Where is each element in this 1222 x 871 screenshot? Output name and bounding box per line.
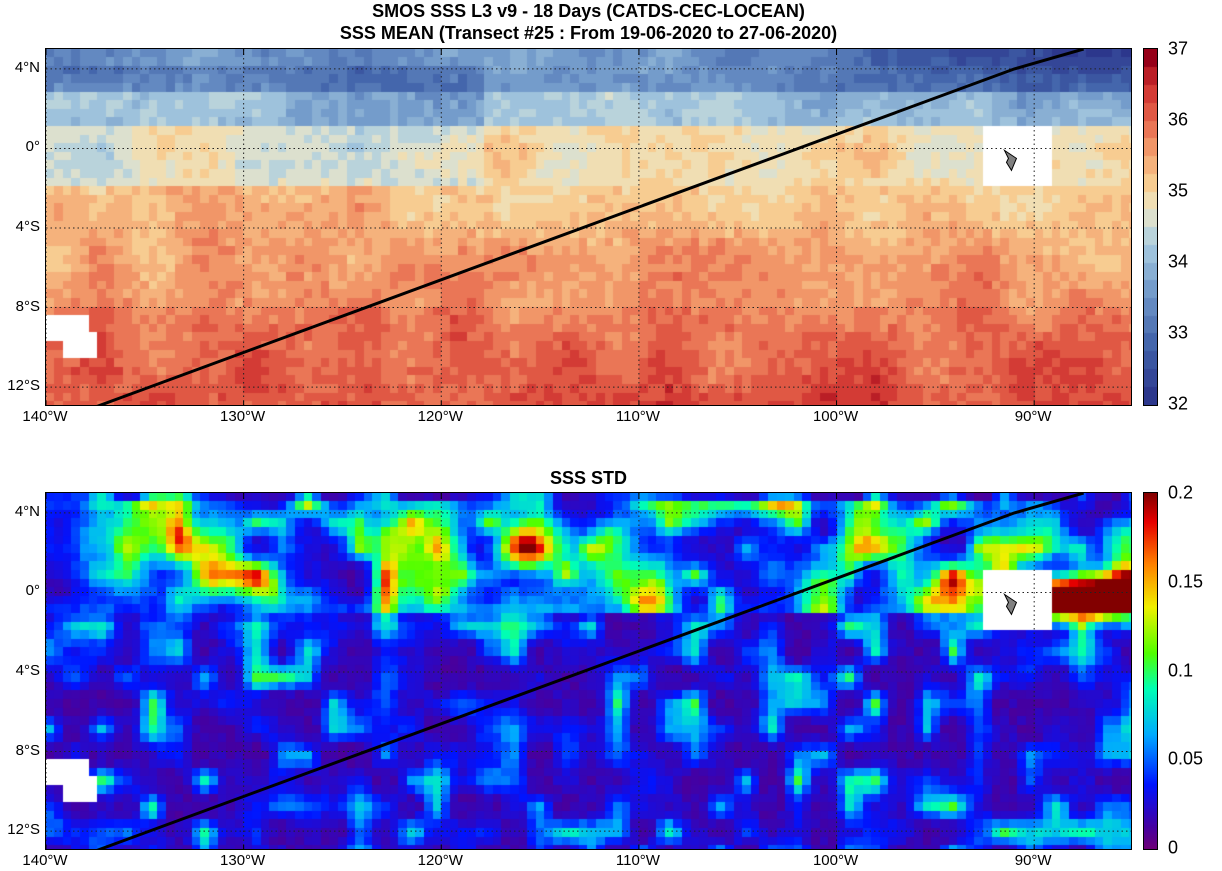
mean-lat-label-1: 0° bbox=[25, 138, 40, 156]
mean-island-0 bbox=[1003, 148, 1018, 172]
mean-lat-label-4: 12°S bbox=[7, 377, 40, 395]
mean-lon-label-3: 110°W bbox=[615, 408, 660, 425]
mean-colorbar-label-3: 34 bbox=[1168, 251, 1189, 272]
mean-lon-label-5: 90°W bbox=[1014, 408, 1052, 425]
map-title-line1: SMOS SSS L3 v9 - 18 Days (CATDS-CEC-LOCE… bbox=[372, 1, 805, 21]
std-colorbar-label-1: 0.15 bbox=[1168, 571, 1204, 592]
sss-std-overlay bbox=[46, 493, 1131, 849]
std-colorbar-label-4: 0 bbox=[1168, 837, 1179, 858]
mean-lat-label-3: 8°S bbox=[15, 297, 40, 315]
std-lon-label-1: 130°W bbox=[220, 852, 266, 869]
mean-colorbar-label-1: 36 bbox=[1168, 109, 1189, 130]
mean-lon-label-0: 140°W bbox=[22, 408, 68, 425]
std-island-0 bbox=[1003, 592, 1018, 616]
sss-std-colorbar bbox=[1143, 492, 1158, 850]
mean-colorbar-label-0: 37 bbox=[1168, 38, 1189, 59]
mean-lon-label-4: 100°W bbox=[812, 408, 859, 425]
std-lon-label-2: 120°W bbox=[417, 852, 463, 869]
mean-colorbar-label-4: 33 bbox=[1168, 322, 1189, 343]
std-lon-label-3: 110°W bbox=[615, 852, 660, 869]
std-lat-label-1: 0° bbox=[25, 582, 40, 600]
sss-std-map[interactable] bbox=[45, 492, 1132, 850]
std-lon-label-4: 100°W bbox=[812, 852, 859, 869]
std-colorbar-label-0: 0.2 bbox=[1168, 482, 1194, 503]
std-panel-title: SSS STD bbox=[549, 468, 628, 488]
std-colorbar-label-2: 0.1 bbox=[1168, 660, 1194, 680]
std-lon-label-0: 140°W bbox=[22, 852, 68, 869]
std-lon-label-5: 90°W bbox=[1014, 852, 1052, 869]
map-title-line2: SSS MEAN (Transect #25 : From 19-06-2020… bbox=[339, 23, 838, 43]
std-lat-label-3: 8°S bbox=[15, 741, 40, 759]
sss-mean-overlay bbox=[46, 49, 1131, 405]
mean-lon-label-2: 120°W bbox=[417, 408, 463, 425]
mean-colorbar-label-5: 32 bbox=[1168, 393, 1189, 414]
std-transect-line bbox=[96, 493, 1085, 849]
sss-mean-colorbar bbox=[1143, 48, 1158, 406]
std-lat-label-4: 12°S bbox=[7, 821, 40, 839]
mean-lat-label-2: 4°S bbox=[15, 218, 40, 235]
mean-lon-label-1: 130°W bbox=[220, 408, 266, 425]
mean-transect-line bbox=[96, 49, 1085, 405]
std-lat-label-0: 4°N bbox=[14, 502, 40, 520]
mean-lat-label-0: 4°N bbox=[14, 58, 40, 76]
mean-colorbar-label-2: 35 bbox=[1168, 180, 1189, 201]
std-lat-label-2: 4°S bbox=[15, 662, 40, 679]
std-colorbar-label-3: 0.05 bbox=[1168, 748, 1204, 769]
sss-mean-map[interactable] bbox=[45, 48, 1132, 406]
